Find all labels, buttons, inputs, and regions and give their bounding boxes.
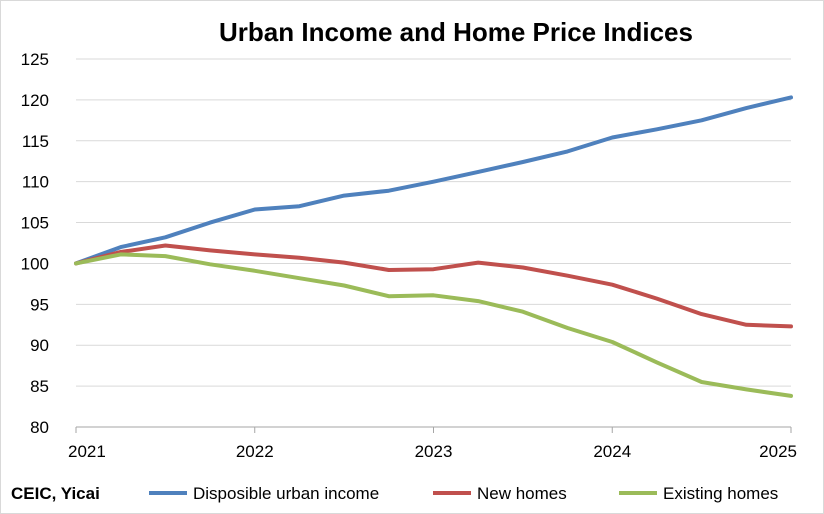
series-line-existing-homes: [74, 252, 793, 398]
legend-label-new-homes: New homes: [477, 484, 567, 503]
x-tick-label: 2021: [68, 442, 106, 461]
series-lines: [74, 95, 793, 398]
series-line-disposible-urban-income: [74, 95, 793, 266]
source-label: CEIC, Yicai: [11, 484, 100, 503]
x-tick-label: 2023: [415, 442, 453, 461]
y-tick-label: 100: [21, 254, 49, 273]
y-tick-label: 80: [30, 418, 49, 437]
y-tick-label: 120: [21, 91, 49, 110]
legend-label-disposible-urban-income: Disposible urban income: [193, 484, 379, 503]
y-tick-label: 85: [30, 377, 49, 396]
series-line-new-homes: [74, 243, 793, 329]
axes: [75, 426, 792, 433]
x-tick-label: 2025: [759, 442, 797, 461]
gridlines: [76, 58, 791, 387]
x-axis-tick-labels: 2021 2022 2023 2024 2025: [68, 442, 797, 461]
y-tick-label: 90: [30, 336, 49, 355]
x-tick-label: 2024: [593, 442, 631, 461]
y-tick-label: 125: [21, 50, 49, 69]
legend: Disposible urban income New homes Existing…: [149, 484, 778, 503]
y-axis-tick-labels: 80 85 90 95 100 105 110 115 120 125: [21, 50, 49, 437]
chart-title: Urban Income and Home Price Indices: [219, 17, 693, 47]
x-tick-label: 2022: [236, 442, 274, 461]
y-tick-label: 115: [22, 132, 49, 151]
y-tick-label: 95: [30, 295, 49, 314]
legend-label-existing-homes: Existing homes: [663, 484, 778, 503]
y-tick-label: 110: [22, 173, 49, 192]
y-tick-label: 105: [21, 214, 49, 233]
